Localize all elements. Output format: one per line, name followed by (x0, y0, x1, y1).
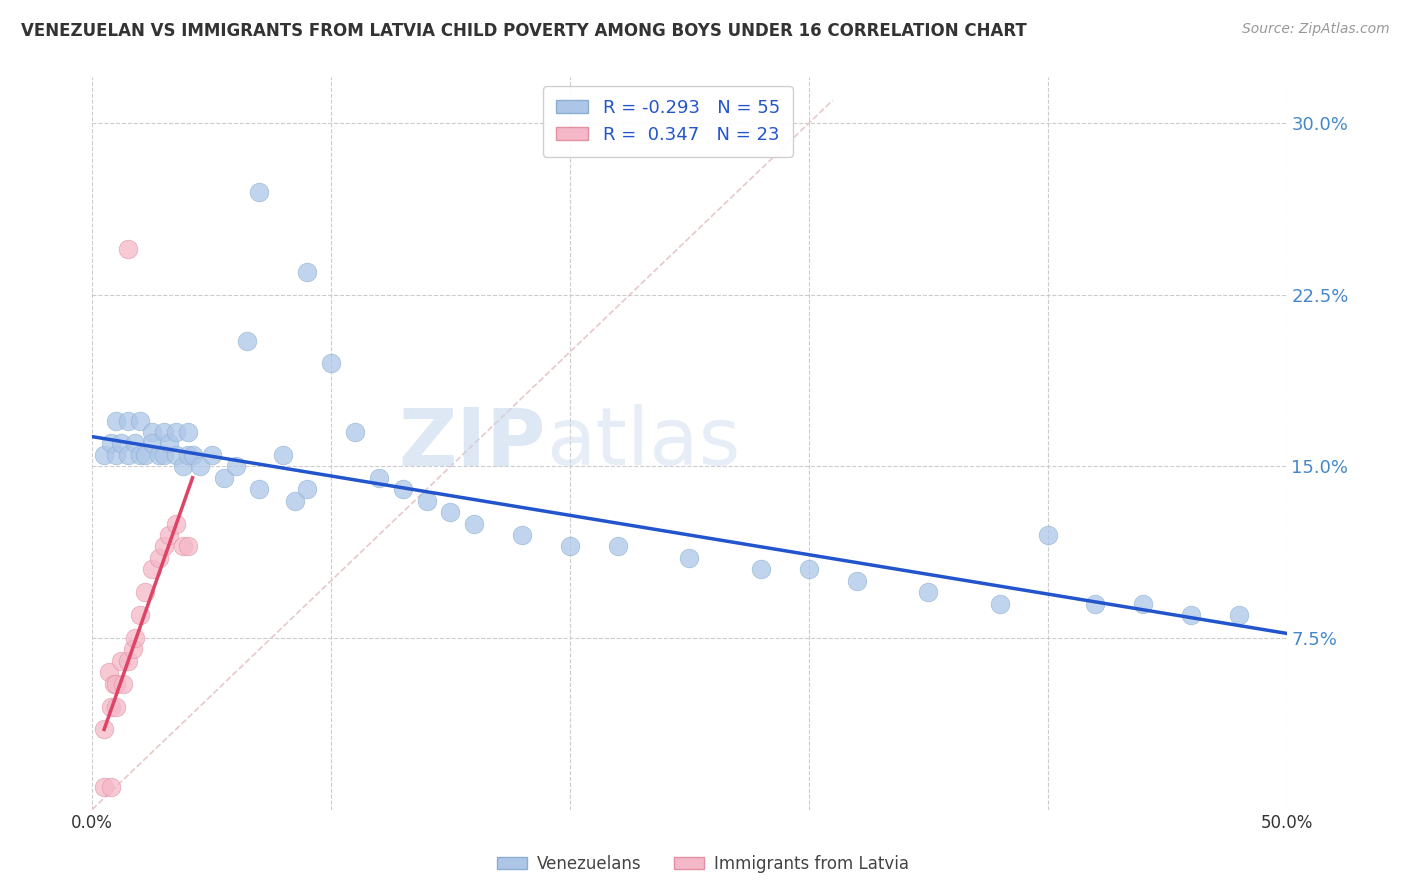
Point (134, 585, 156, 599)
Point (391, 482, 413, 496)
Point (284, 493, 307, 508)
Point (367, 471, 389, 485)
Point (172, 459, 194, 474)
Point (1084, 597, 1107, 611)
Point (463, 516, 485, 531)
Point (124, 436, 146, 450)
Point (236, 334, 259, 348)
Text: VENEZUELAN VS IMMIGRANTS FROM LATVIA CHILD POVERTY AMONG BOYS UNDER 16 CORRELATI: VENEZUELAN VS IMMIGRANTS FROM LATVIA CHI… (21, 22, 1026, 40)
Point (295, 482, 318, 496)
Point (100, 699, 122, 714)
Point (141, 425, 163, 439)
Point (93, 723, 115, 737)
Point (177, 448, 200, 462)
Point (181, 448, 204, 462)
Point (606, 540, 628, 554)
Legend: R = -0.293   N = 55, R =  0.347   N = 23: R = -0.293 N = 55, R = 0.347 N = 23 (543, 87, 793, 157)
Point (225, 459, 247, 474)
Point (271, 448, 294, 462)
Point (1227, 608, 1250, 623)
Point (93, 448, 115, 462)
Point (124, 631, 146, 645)
Point (415, 493, 437, 508)
Text: Source: ZipAtlas.com: Source: ZipAtlas.com (1241, 22, 1389, 37)
Point (97, 665, 120, 680)
Point (148, 550, 170, 565)
Point (678, 550, 700, 565)
Point (247, 185, 270, 199)
Point (247, 482, 270, 496)
Point (172, 540, 194, 554)
Point (188, 459, 211, 474)
Point (121, 642, 143, 657)
Point (177, 540, 200, 554)
Point (134, 448, 156, 462)
Point (439, 505, 461, 519)
Point (129, 414, 152, 428)
Point (1036, 528, 1059, 542)
Legend: Venezuelans, Immigrants from Latvia: Venezuelans, Immigrants from Latvia (489, 848, 917, 880)
Point (129, 608, 152, 623)
Point (105, 676, 128, 690)
Point (1180, 608, 1202, 623)
Point (105, 448, 128, 462)
Point (153, 540, 176, 554)
Point (153, 448, 176, 462)
Point (797, 562, 820, 576)
Text: atlas: atlas (546, 404, 741, 483)
Point (153, 425, 176, 439)
Point (110, 654, 132, 668)
Point (319, 356, 342, 370)
Point (988, 597, 1011, 611)
Point (295, 265, 318, 279)
Point (917, 585, 939, 599)
Point (148, 448, 170, 462)
Point (100, 780, 122, 794)
Point (141, 436, 163, 450)
Point (103, 676, 125, 690)
Point (845, 574, 868, 588)
Point (105, 699, 128, 714)
Point (157, 436, 180, 450)
Point (117, 654, 139, 668)
Point (165, 448, 187, 462)
Point (129, 448, 152, 462)
Point (165, 425, 187, 439)
Point (93, 780, 115, 794)
Point (157, 528, 180, 542)
Point (212, 471, 235, 485)
Point (117, 414, 139, 428)
Point (165, 516, 187, 531)
Point (117, 242, 139, 256)
Point (343, 425, 366, 439)
Point (201, 448, 224, 462)
Point (112, 676, 135, 690)
Point (141, 562, 163, 576)
Point (117, 448, 139, 462)
Point (1132, 597, 1154, 611)
Point (100, 436, 122, 450)
Text: ZIP: ZIP (399, 404, 546, 483)
Point (558, 540, 581, 554)
Point (105, 414, 128, 428)
Point (510, 528, 533, 542)
Point (177, 425, 200, 439)
Point (110, 436, 132, 450)
Point (749, 562, 772, 576)
